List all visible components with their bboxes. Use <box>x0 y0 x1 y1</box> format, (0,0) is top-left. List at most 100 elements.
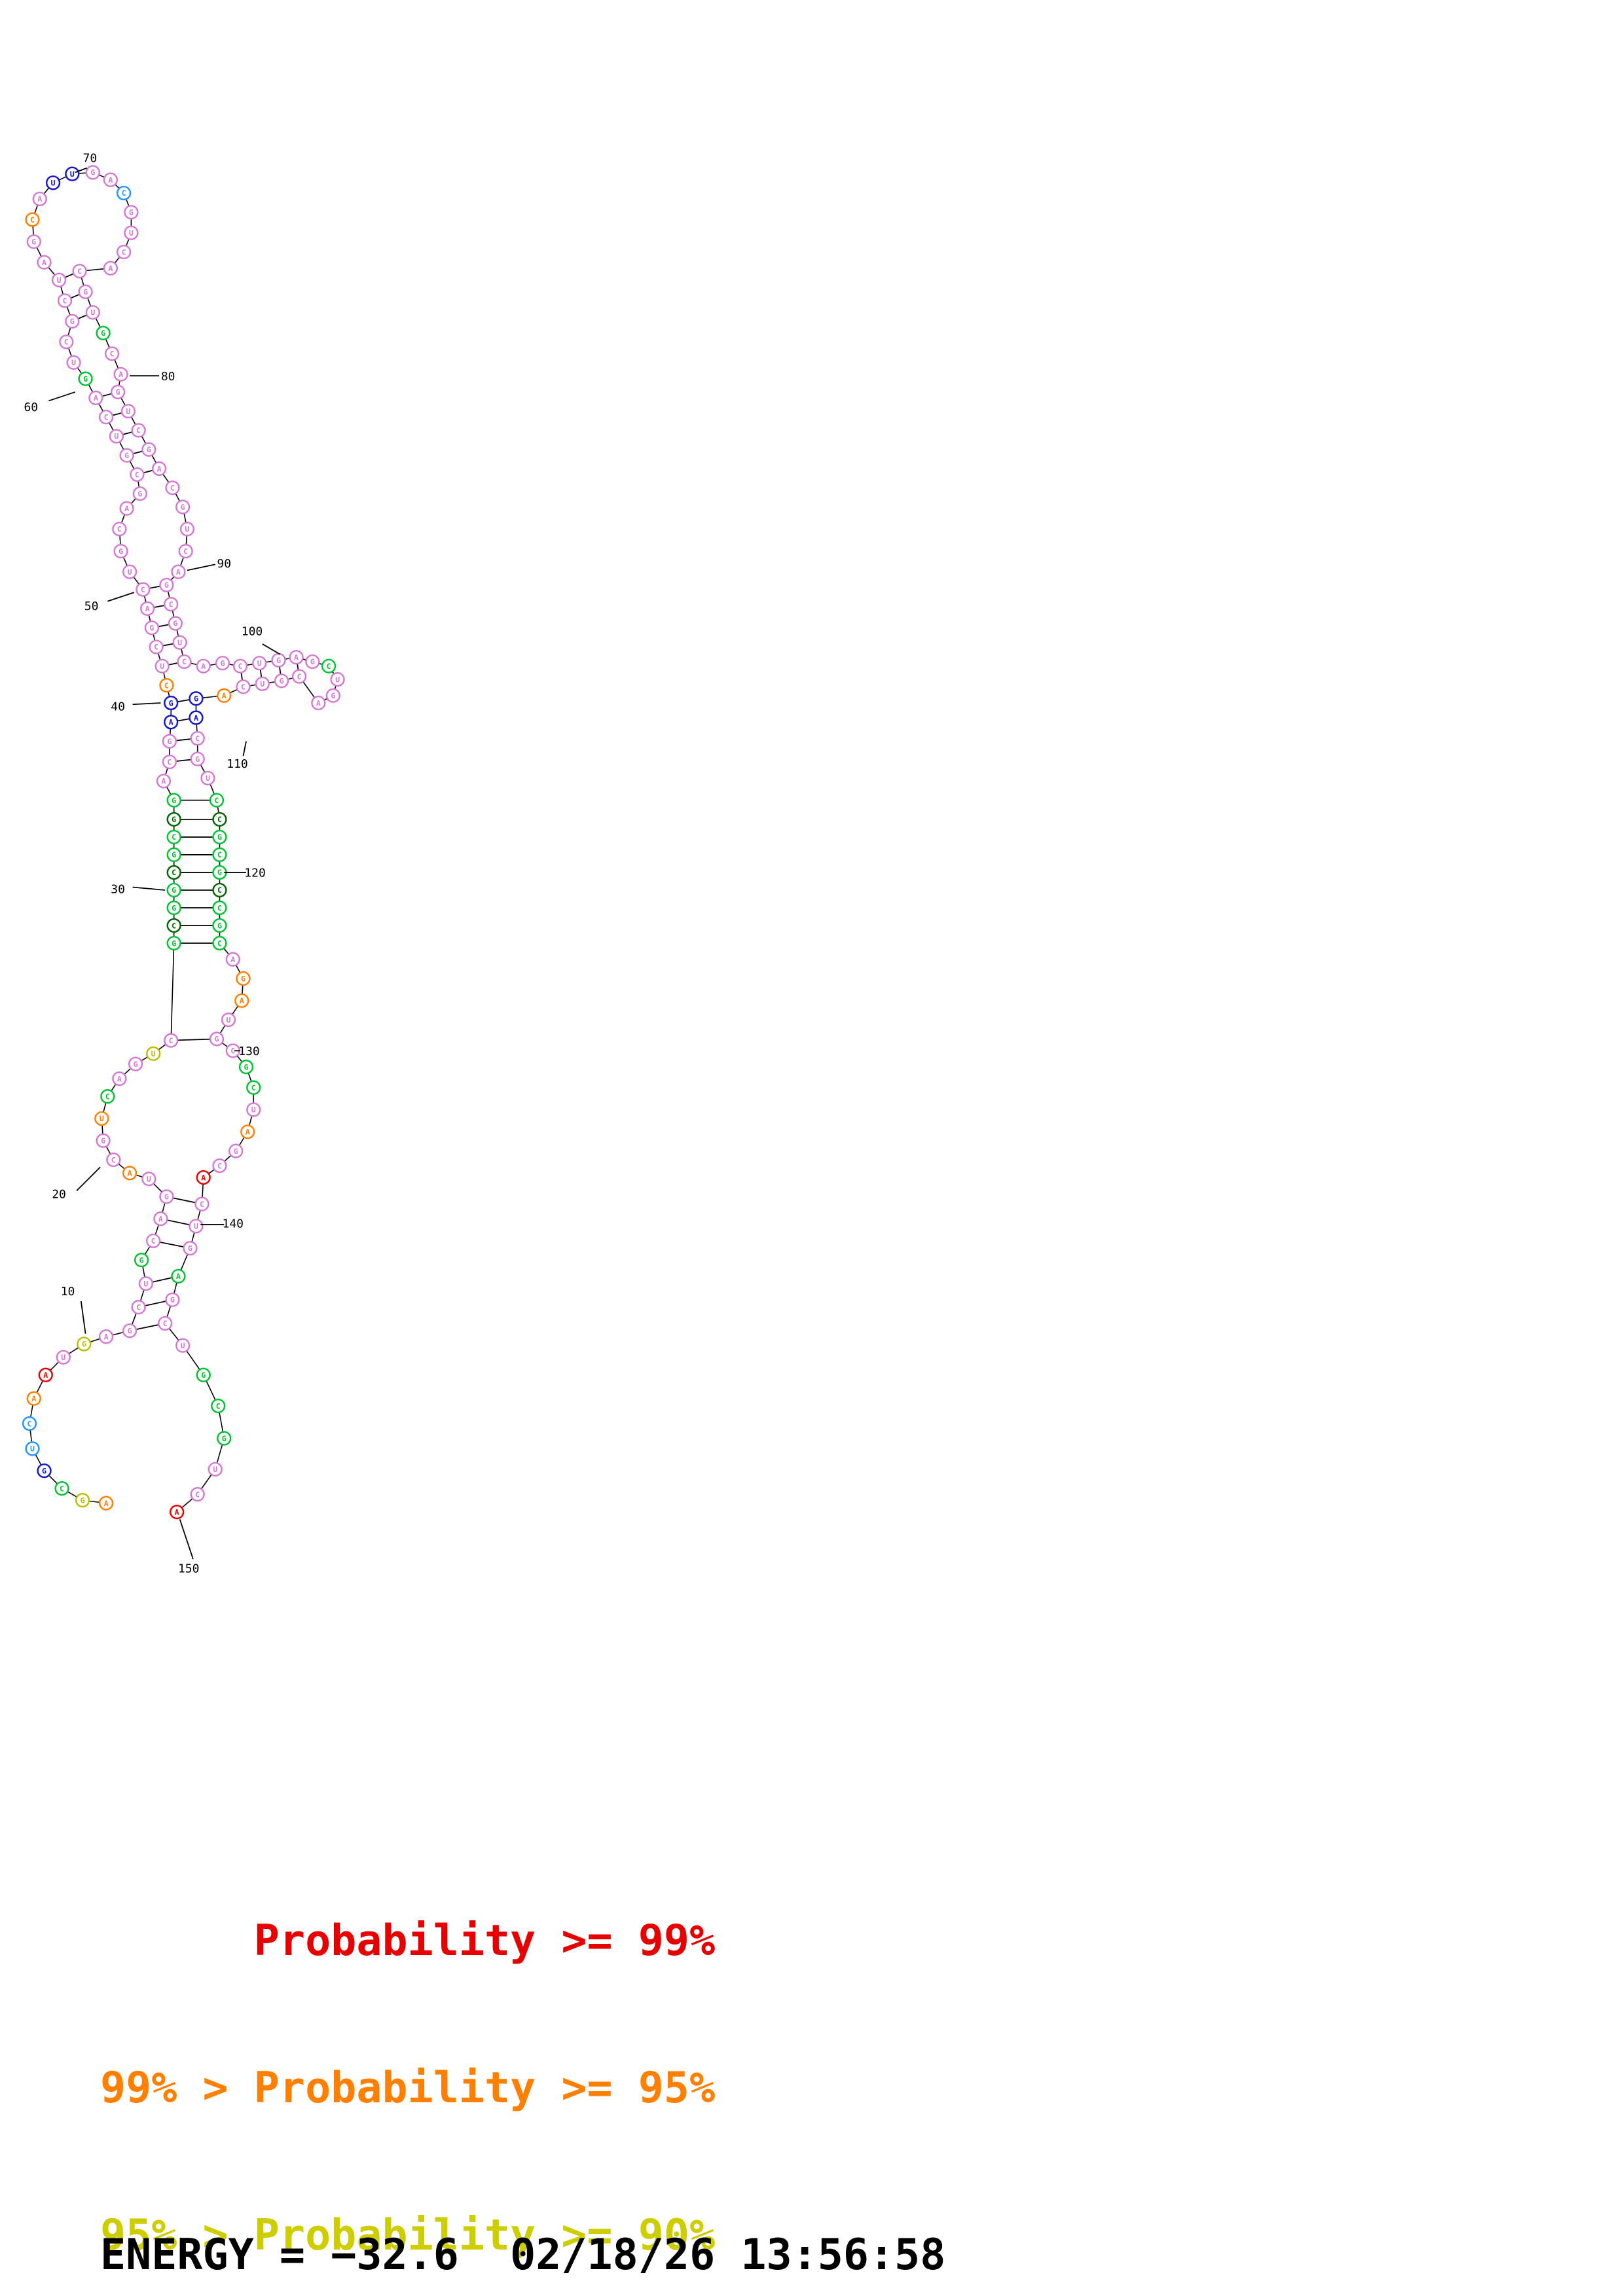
nucleotide-letter: U <box>129 228 134 238</box>
nucleotide-letter: G <box>172 939 176 948</box>
nucleotide <box>217 688 232 703</box>
nucleotide-letter: G <box>222 1434 227 1443</box>
nucleotide <box>98 410 114 425</box>
nucleotide-letter: G <box>124 451 129 460</box>
nucleotide-letter: G <box>139 1255 144 1265</box>
nucleotide <box>26 1391 41 1406</box>
nucleotide-letter: U <box>126 406 130 416</box>
position-label: 130 <box>238 1045 260 1058</box>
nucleotide-letter: G <box>172 796 176 805</box>
nucleotide <box>196 1170 211 1185</box>
nucleotide-letter: G <box>83 287 88 296</box>
nucleotide-letter: C <box>216 1401 221 1410</box>
position-label: 10 <box>61 1285 75 1299</box>
nucleotide-letter: A <box>108 175 113 185</box>
nucleotide <box>155 658 170 673</box>
nucleotide-letter: G <box>181 503 185 512</box>
nucleotide <box>51 272 67 287</box>
nucleotide-letter: U <box>70 170 75 179</box>
nucleotide-letter: G <box>169 698 173 708</box>
nucleotide <box>153 1211 168 1227</box>
nucleotide-letter: G <box>128 1326 132 1335</box>
nucleotide-letter: A <box>108 264 113 273</box>
nucleotide <box>208 1462 223 1477</box>
nucleotide-letter: C <box>217 886 222 895</box>
nucleotide-letter: U <box>147 1175 151 1184</box>
nucleotide-letter: G <box>116 387 120 397</box>
nucleotide-letter: U <box>90 308 95 317</box>
nucleotide-letter: C <box>169 1036 173 1045</box>
nucleotide <box>189 1219 204 1234</box>
nucleotide <box>59 334 74 350</box>
nucleotide <box>124 225 139 240</box>
nucleotide-letter: G <box>83 374 88 384</box>
position-label: 100 <box>242 624 263 638</box>
nucleotide-letter: C <box>136 426 141 435</box>
nucleotide <box>119 448 134 463</box>
nucleotide <box>234 993 249 1008</box>
nucleotide <box>238 1060 254 1075</box>
nucleotide-letter: A <box>176 567 181 577</box>
nucleotide <box>189 710 204 725</box>
nucleotide-letter: C <box>136 1302 141 1312</box>
nucleotide <box>120 404 136 419</box>
nucleotide <box>100 1089 115 1104</box>
nucleotide <box>166 847 181 863</box>
nucleotide-letter: G <box>81 1496 85 1505</box>
nucleotide-letter: A <box>230 955 235 964</box>
nucleotide-letter: C <box>63 296 67 306</box>
nucleotide <box>321 658 337 673</box>
nucleotide-letter: C <box>154 643 158 652</box>
nucleotide <box>165 480 180 495</box>
nucleotide <box>141 442 156 457</box>
nucleotide <box>215 656 230 671</box>
nucleotide-letter: C <box>122 247 126 257</box>
nucleotide <box>45 175 61 190</box>
nucleotide <box>122 1323 137 1338</box>
nucleotide-letter: C <box>200 1200 204 1209</box>
nucleotide <box>196 1367 211 1382</box>
nucleotide <box>65 166 80 181</box>
nucleotide <box>325 688 341 703</box>
nucleotide-letter: A <box>104 1332 109 1341</box>
position-label: 150 <box>178 1562 200 1575</box>
position-label: 110 <box>227 757 248 771</box>
nucleotide <box>162 754 177 770</box>
nucleotide-letter: U <box>160 662 164 671</box>
position-label: 40 <box>111 700 125 713</box>
nucleotide-letter: C <box>217 1161 222 1170</box>
nucleotide-letter: C <box>27 1419 32 1428</box>
nucleotide-letter: U <box>57 276 62 285</box>
energy-line: ENERGY = −32.6 02/18/26 13:56:58 <box>100 2231 946 2280</box>
nucleotide <box>75 1492 90 1508</box>
nucleotide-letter: C <box>30 215 35 224</box>
nucleotide-letter: C <box>151 1236 156 1246</box>
legend-line: 99% > Probability >= 95% <box>100 2064 716 2113</box>
nucleotide-letter: C <box>169 600 173 609</box>
nucleotide-letter: C <box>217 903 222 912</box>
nucleotide <box>212 829 227 845</box>
nucleotide <box>94 1111 109 1126</box>
nucleotide-letter: A <box>316 698 321 708</box>
nucleotide <box>134 1252 149 1268</box>
legend-line: 95% > Probability >= 90% <box>100 2211 716 2260</box>
nucleotide <box>291 669 307 684</box>
nucleotide-letter: G <box>147 445 151 454</box>
nucleotide <box>85 165 100 180</box>
nucleotide <box>212 882 227 898</box>
nucleotide <box>164 597 179 612</box>
position-label: 140 <box>222 1217 244 1231</box>
nucleotide <box>170 1504 185 1520</box>
nucleotide <box>103 260 119 276</box>
nucleotide-letter: U <box>114 432 119 441</box>
nucleotide <box>212 918 227 933</box>
nucleotide <box>211 1398 226 1414</box>
legend-line: Probability >= 99% <box>253 1916 716 1965</box>
nucleotide-letter: C <box>122 188 126 198</box>
nucleotide <box>228 1143 244 1158</box>
nucleotide-letter: G <box>188 1244 192 1253</box>
position-label: 90 <box>217 557 231 571</box>
nucleotide <box>149 639 164 655</box>
nucleotide-letter: U <box>128 567 132 577</box>
nucleotide <box>178 543 193 559</box>
